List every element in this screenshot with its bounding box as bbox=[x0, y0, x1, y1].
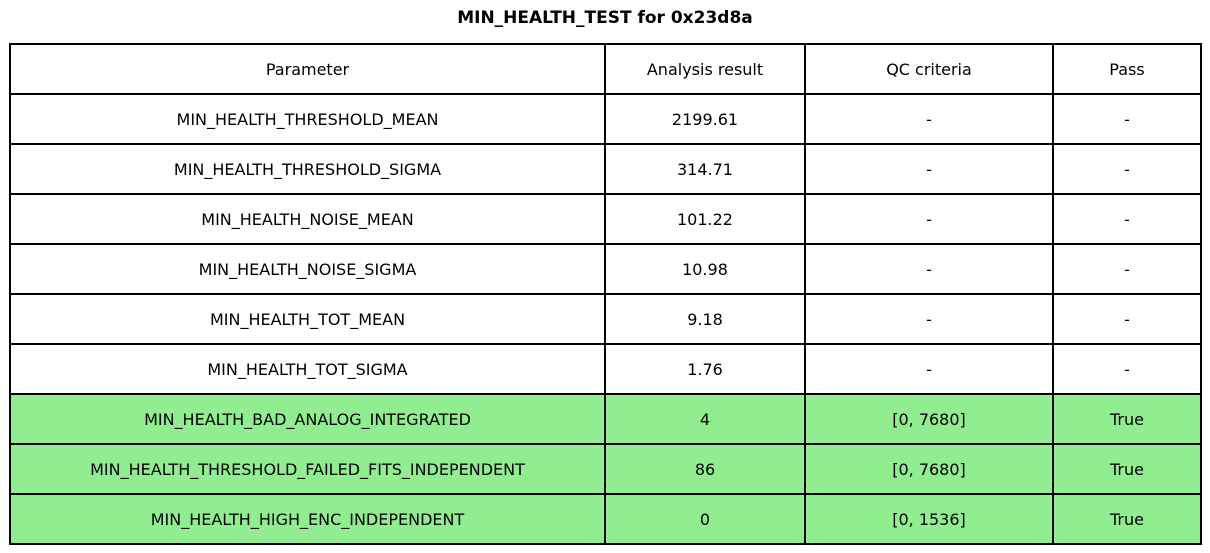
cell-qc-criteria: - bbox=[804, 143, 1054, 195]
cell-pass: - bbox=[1052, 93, 1202, 145]
column-header-analysis-result: Analysis result bbox=[604, 43, 806, 95]
cell-analysis-result: 101.22 bbox=[604, 193, 806, 245]
table-row-pass: MIN_HEALTH_THRESHOLD_FAILED_FITS_INDEPEN… bbox=[9, 443, 1202, 495]
cell-parameter: MIN_HEALTH_THRESHOLD_MEAN bbox=[9, 93, 606, 145]
cell-analysis-result: 2199.61 bbox=[604, 93, 806, 145]
header-row: Parameter Analysis result QC criteria Pa… bbox=[9, 43, 1202, 95]
qc-results-table: Parameter Analysis result QC criteria Pa… bbox=[9, 43, 1202, 545]
cell-pass: - bbox=[1052, 143, 1202, 195]
cell-analysis-result: 9.18 bbox=[604, 293, 806, 345]
cell-analysis-result: 4 bbox=[604, 393, 806, 445]
cell-pass: - bbox=[1052, 343, 1202, 395]
table-row: MIN_HEALTH_NOISE_MEAN 101.22 - - bbox=[9, 193, 1202, 245]
cell-qc-criteria: - bbox=[804, 293, 1054, 345]
cell-parameter: MIN_HEALTH_THRESHOLD_SIGMA bbox=[9, 143, 606, 195]
cell-parameter: MIN_HEALTH_TOT_SIGMA bbox=[9, 343, 606, 395]
cell-qc-criteria: [0, 7680] bbox=[804, 393, 1054, 445]
cell-parameter: MIN_HEALTH_HIGH_ENC_INDEPENDENT bbox=[9, 493, 606, 545]
cell-parameter: MIN_HEALTH_BAD_ANALOG_INTEGRATED bbox=[9, 393, 606, 445]
table-row-pass: MIN_HEALTH_HIGH_ENC_INDEPENDENT 0 [0, 15… bbox=[9, 493, 1202, 545]
cell-parameter: MIN_HEALTH_THRESHOLD_FAILED_FITS_INDEPEN… bbox=[9, 443, 606, 495]
table-title: MIN_HEALTH_TEST for 0x23d8a bbox=[457, 8, 753, 28]
cell-parameter: MIN_HEALTH_NOISE_SIGMA bbox=[9, 243, 606, 295]
cell-pass: True bbox=[1052, 493, 1202, 545]
cell-analysis-result: 10.98 bbox=[604, 243, 806, 295]
cell-pass: - bbox=[1052, 243, 1202, 295]
cell-analysis-result: 1.76 bbox=[604, 343, 806, 395]
table-row: MIN_HEALTH_TOT_MEAN 9.18 - - bbox=[9, 293, 1202, 345]
cell-pass: - bbox=[1052, 293, 1202, 345]
cell-parameter: MIN_HEALTH_TOT_MEAN bbox=[9, 293, 606, 345]
table-row: MIN_HEALTH_TOT_SIGMA 1.76 - - bbox=[9, 343, 1202, 395]
column-header-pass: Pass bbox=[1052, 43, 1202, 95]
cell-pass: True bbox=[1052, 443, 1202, 495]
cell-qc-criteria: - bbox=[804, 93, 1054, 145]
cell-qc-criteria: - bbox=[804, 193, 1054, 245]
table-row: MIN_HEALTH_NOISE_SIGMA 10.98 - - bbox=[9, 243, 1202, 295]
cell-analysis-result: 0 bbox=[604, 493, 806, 545]
cell-pass: True bbox=[1052, 393, 1202, 445]
cell-qc-criteria: - bbox=[804, 243, 1054, 295]
cell-parameter: MIN_HEALTH_NOISE_MEAN bbox=[9, 193, 606, 245]
table-row-pass: MIN_HEALTH_BAD_ANALOG_INTEGRATED 4 [0, 7… bbox=[9, 393, 1202, 445]
cell-analysis-result: 86 bbox=[604, 443, 806, 495]
table-row: MIN_HEALTH_THRESHOLD_MEAN 2199.61 - - bbox=[9, 93, 1202, 145]
cell-qc-criteria: [0, 7680] bbox=[804, 443, 1054, 495]
cell-qc-criteria: - bbox=[804, 343, 1054, 395]
cell-analysis-result: 314.71 bbox=[604, 143, 806, 195]
column-header-qc-criteria: QC criteria bbox=[804, 43, 1054, 95]
column-header-parameter: Parameter bbox=[9, 43, 606, 95]
cell-qc-criteria: [0, 1536] bbox=[804, 493, 1054, 545]
table-row: MIN_HEALTH_THRESHOLD_SIGMA 314.71 - - bbox=[9, 143, 1202, 195]
cell-pass: - bbox=[1052, 193, 1202, 245]
